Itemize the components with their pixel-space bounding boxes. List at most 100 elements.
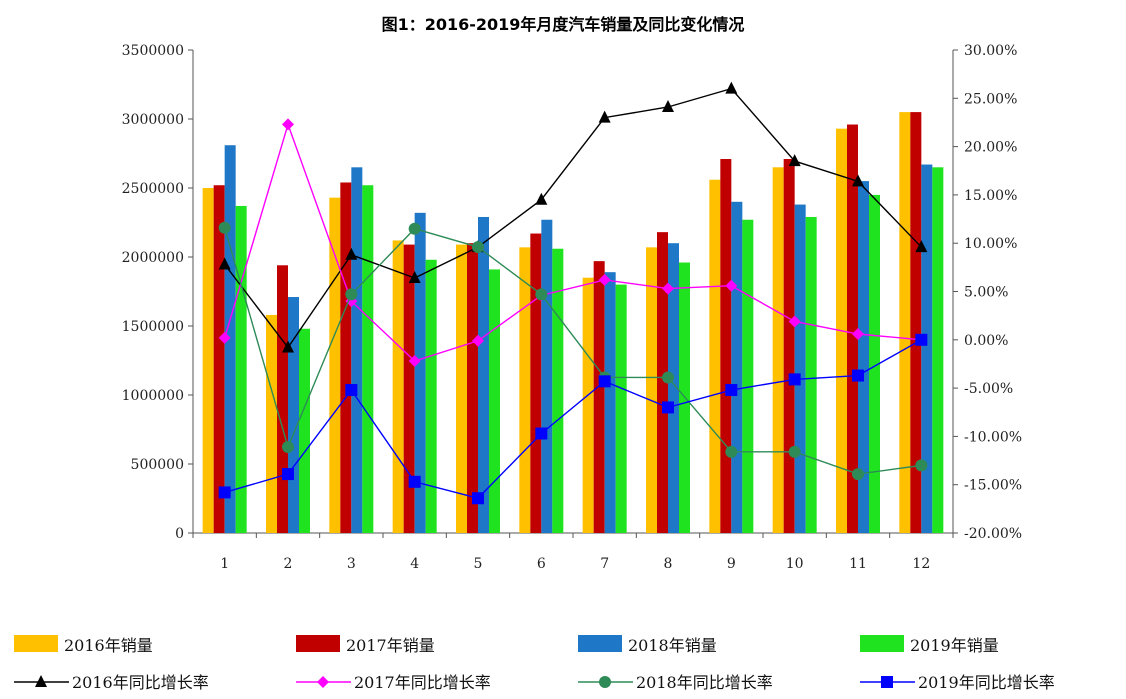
- x-tick-label: 5: [474, 556, 483, 572]
- right-tick-label: -10.00%: [964, 429, 1022, 445]
- line-marker-triangle: [282, 340, 294, 353]
- left-tick-label: 2000000: [122, 250, 184, 266]
- line-marker-square: [472, 492, 484, 505]
- bar: [805, 216, 817, 534]
- x-tick-label: 7: [600, 556, 609, 572]
- line-marker-circle: [662, 371, 674, 384]
- line-marker-triangle: [788, 154, 801, 167]
- bar: [425, 259, 437, 533]
- line-marker-circle: [852, 468, 864, 481]
- chart-title: 图1：2016-2019年月度汽车销量及同比变化情况: [382, 15, 745, 34]
- line-marker-square: [408, 475, 421, 488]
- line-marker-square: [852, 369, 864, 382]
- line-marker-diamond: [408, 355, 421, 368]
- left-tick-label: 500000: [131, 457, 184, 473]
- line-marker-square: [218, 486, 231, 499]
- legend-label: 2019年销量: [910, 636, 999, 655]
- right-tick-label: 20.00%: [964, 140, 1017, 156]
- x-tick-label: 4: [410, 556, 419, 572]
- line-marker-triangle: [35, 675, 47, 687]
- line-marker-circle: [915, 459, 928, 472]
- right-tick-label: 25.00%: [964, 91, 1017, 107]
- line-marker-diamond: [218, 331, 231, 344]
- line-marker-circle: [282, 441, 294, 454]
- right-tick-label: 30.00%: [964, 43, 1017, 59]
- bar: [478, 216, 489, 534]
- series-line: [224, 339, 922, 500]
- line-marker-circle: [472, 241, 484, 254]
- right-tick-label: 15.00%: [964, 188, 1017, 204]
- bar: [266, 314, 277, 533]
- legend-label: 2017年销量: [346, 636, 435, 655]
- bar: [615, 284, 627, 533]
- legend-swatch: [578, 635, 622, 652]
- legend-label: 2018年同比增长率: [636, 673, 773, 692]
- bar: [235, 205, 247, 533]
- bar: [489, 269, 500, 533]
- bar: [593, 261, 605, 533]
- legend: 2016年销量 2017年销量 2018年销量 2019年销量 2016年同比增长率 20…: [14, 635, 1055, 692]
- bar: [277, 265, 288, 533]
- bar: [202, 188, 214, 533]
- line-marker-triangle: [408, 270, 421, 283]
- right-tick-label: -20.00%: [964, 526, 1022, 542]
- legend-swatch: [296, 635, 340, 652]
- line-marker-square: [535, 427, 548, 440]
- line-marker-triangle: [598, 110, 611, 123]
- bar: [731, 201, 743, 534]
- line-marker-triangle: [852, 174, 864, 187]
- x-tick-label: 12: [912, 556, 930, 572]
- left-tick-label: 3500000: [122, 43, 184, 59]
- bar: [530, 233, 542, 534]
- bar-series-group: [202, 112, 944, 534]
- line-marker-triangle: [218, 257, 231, 270]
- line-marker-square: [662, 401, 674, 414]
- bar: [932, 167, 944, 534]
- line-marker-square: [282, 468, 294, 481]
- line-marker-square: [598, 375, 611, 388]
- line-marker-circle: [535, 288, 548, 301]
- bar: [772, 167, 784, 534]
- legend-swatch: [14, 635, 58, 652]
- line-marker-circle: [408, 222, 421, 235]
- line-marker-diamond: [788, 315, 801, 328]
- bar: [299, 328, 310, 533]
- bar: [467, 243, 478, 533]
- line-marker-square: [915, 333, 928, 346]
- legend-label: 2017年同比增长率: [354, 673, 491, 692]
- bar: [552, 248, 564, 533]
- bar: [288, 297, 299, 533]
- line-marker-diamond: [317, 676, 329, 688]
- bar: [351, 167, 363, 534]
- line-marker-circle: [725, 445, 738, 458]
- bar: [921, 164, 933, 534]
- bar: [541, 219, 553, 534]
- line-marker-circle: [345, 288, 358, 301]
- bar: [910, 112, 922, 533]
- line-marker-triangle: [915, 240, 928, 253]
- x-tick-label: 1: [220, 556, 229, 572]
- bar: [847, 124, 858, 534]
- legend-label: 2016年销量: [64, 636, 153, 655]
- bar: [329, 197, 341, 533]
- x-tick-label: 11: [849, 556, 867, 572]
- bar: [604, 272, 616, 533]
- line-marker-square: [725, 384, 738, 397]
- line-marker-diamond: [282, 118, 294, 131]
- x-tick-label: 9: [727, 556, 736, 572]
- x-tick-label: 2: [284, 556, 293, 572]
- line-marker-diamond: [662, 282, 674, 295]
- line-marker-triangle: [725, 81, 738, 94]
- left-tick-label: 2500000: [122, 181, 184, 197]
- bar: [794, 204, 806, 533]
- series-line: [223, 122, 922, 362]
- bar: [519, 247, 531, 533]
- right-tick-label: 0.00%: [964, 333, 1008, 349]
- x-tick-label: 3: [347, 556, 356, 572]
- line-marker-square: [788, 373, 801, 386]
- bar: [403, 244, 415, 533]
- bar: [657, 232, 668, 533]
- x-tick-label: 10: [786, 556, 804, 572]
- right-tick-label: 5.00%: [964, 285, 1008, 301]
- series-line: [223, 227, 922, 475]
